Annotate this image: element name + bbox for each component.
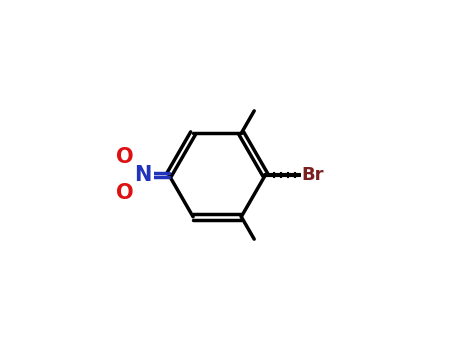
- Text: N: N: [134, 165, 152, 185]
- Text: O: O: [116, 183, 134, 203]
- Text: O: O: [116, 147, 134, 167]
- Text: Br: Br: [302, 166, 324, 184]
